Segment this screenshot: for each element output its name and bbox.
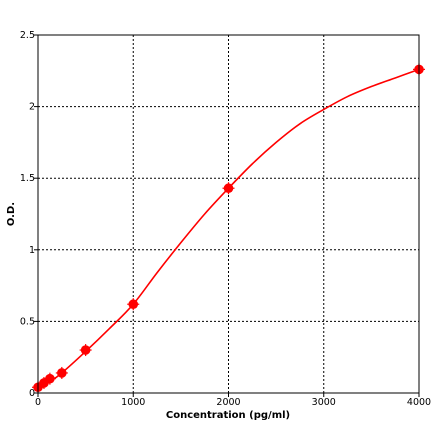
x-tick-label: 2000 bbox=[216, 397, 240, 408]
y-axis: 0 0.5 1 1.5 2 2.5 bbox=[20, 30, 38, 399]
y-tick-label: 0 bbox=[29, 388, 35, 399]
y-tick-label: 1.5 bbox=[20, 173, 35, 184]
x-tick-label: 0 bbox=[35, 397, 41, 408]
gridlines bbox=[38, 35, 419, 393]
y-tick-label: 1 bbox=[29, 245, 35, 256]
x-tick-label: 3000 bbox=[312, 397, 336, 408]
data-point bbox=[79, 344, 92, 357]
plot-background bbox=[38, 35, 419, 393]
y-axis-title: O.D. bbox=[6, 202, 17, 226]
x-axis: 0 1000 2000 3000 4000 bbox=[35, 393, 431, 408]
data-point bbox=[55, 366, 68, 379]
data-point bbox=[43, 372, 56, 385]
data-points-layer bbox=[32, 63, 425, 394]
data-point bbox=[127, 298, 140, 311]
data-point bbox=[222, 182, 235, 195]
y-tick-label: 0.5 bbox=[20, 316, 35, 327]
x-axis-title: Concentration (pg/ml) bbox=[166, 410, 290, 421]
y-tick-label: 2 bbox=[29, 102, 35, 113]
x-tick-label: 4000 bbox=[407, 397, 431, 408]
y-tick-label: 2.5 bbox=[20, 30, 35, 41]
x-tick-label: 1000 bbox=[121, 397, 145, 408]
